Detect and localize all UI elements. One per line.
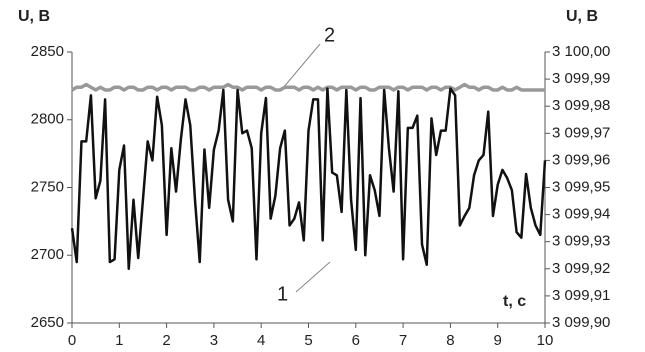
y-tick-label: 2750 — [31, 178, 64, 195]
annotation: 1 — [277, 283, 288, 305]
x-tick-label: 1 — [115, 332, 123, 349]
y2-tick-label: 3 099,95 — [552, 178, 610, 195]
y2-tick-label: 3 099,97 — [552, 124, 610, 141]
y-tick-label: 2850 — [31, 43, 64, 60]
x-tick-label: 8 — [446, 332, 454, 349]
y2-tick-label: 3 099,98 — [552, 97, 610, 114]
x-tick-label: 3 — [210, 332, 218, 349]
y2-tick-label: 3 100,00 — [552, 43, 610, 60]
y2-tick-label: 3 099,90 — [552, 314, 610, 331]
x-tick-label: 4 — [257, 332, 265, 349]
y2-tick-label: 3 099,92 — [552, 260, 610, 277]
series-line — [70, 87, 547, 271]
y2-tick-label: 3 099,91 — [552, 287, 610, 304]
x-tick-label: 6 — [352, 332, 360, 349]
x-tick-label: 7 — [399, 332, 407, 349]
y2-tick-label: 3 099,96 — [552, 151, 610, 168]
y-tick-label: 2700 — [31, 246, 64, 263]
x-tick-label: 9 — [494, 332, 502, 349]
x-tick-label: 0 — [68, 332, 76, 349]
annotation: 2 — [324, 24, 335, 46]
y-axis-label: U, В — [18, 8, 50, 25]
x-tick-label: 2 — [162, 332, 170, 349]
x-tick-label: 10 — [537, 332, 554, 349]
y-tick-label: 2800 — [31, 111, 64, 128]
x-tick-label: 5 — [304, 332, 312, 349]
y2-tick-label: 3 099,94 — [552, 206, 610, 223]
y2-tick-label: 3 099,93 — [552, 233, 610, 250]
y-tick-label: 2650 — [31, 314, 64, 331]
series-line — [71, 82, 545, 92]
annotation-leader — [295, 261, 331, 293]
y2-axis-label: U, В — [566, 8, 598, 25]
y2-tick-label: 3 099,99 — [552, 70, 610, 87]
annotation-leader — [282, 43, 321, 89]
x-axis-label: t, с — [503, 293, 526, 310]
